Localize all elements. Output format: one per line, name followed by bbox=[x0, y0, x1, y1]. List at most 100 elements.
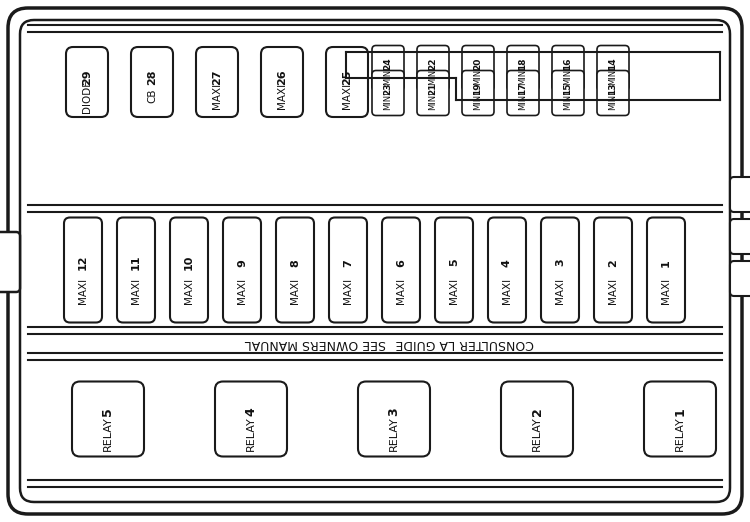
Text: MINI: MINI bbox=[383, 67, 392, 86]
Text: RELAY: RELAY bbox=[103, 417, 113, 452]
Text: MAXI: MAXI bbox=[212, 83, 222, 109]
Text: 11: 11 bbox=[131, 255, 141, 270]
Text: MAXI: MAXI bbox=[342, 83, 352, 109]
Text: 5: 5 bbox=[449, 259, 459, 266]
Text: MINI: MINI bbox=[608, 67, 617, 86]
FancyBboxPatch shape bbox=[597, 70, 629, 115]
Text: MAXI: MAXI bbox=[502, 278, 512, 304]
Text: MINI: MINI bbox=[473, 67, 482, 86]
Text: 23: 23 bbox=[383, 82, 392, 95]
FancyBboxPatch shape bbox=[276, 218, 314, 323]
FancyBboxPatch shape bbox=[20, 20, 730, 502]
Text: 4: 4 bbox=[502, 259, 512, 267]
FancyBboxPatch shape bbox=[488, 218, 526, 323]
Text: MINI: MINI bbox=[563, 92, 572, 111]
FancyBboxPatch shape bbox=[507, 45, 539, 90]
FancyBboxPatch shape bbox=[507, 70, 539, 115]
Text: 20: 20 bbox=[473, 57, 482, 70]
FancyBboxPatch shape bbox=[417, 70, 449, 115]
Text: MINI: MINI bbox=[383, 92, 392, 111]
Text: RELAY: RELAY bbox=[675, 417, 685, 452]
Text: DIODE: DIODE bbox=[82, 79, 92, 113]
FancyBboxPatch shape bbox=[131, 47, 173, 117]
Text: 10: 10 bbox=[184, 255, 194, 270]
Text: 6: 6 bbox=[396, 259, 406, 267]
Text: MINI: MINI bbox=[608, 92, 617, 111]
Text: 21: 21 bbox=[428, 82, 437, 95]
Text: MAXI: MAXI bbox=[237, 278, 247, 304]
Text: 2: 2 bbox=[608, 259, 618, 267]
Text: 16: 16 bbox=[563, 57, 572, 70]
FancyBboxPatch shape bbox=[417, 45, 449, 90]
Text: 27: 27 bbox=[212, 69, 222, 85]
Text: 5: 5 bbox=[101, 407, 115, 416]
Text: 4: 4 bbox=[244, 407, 257, 416]
FancyBboxPatch shape bbox=[382, 218, 420, 323]
Text: MAXI: MAXI bbox=[78, 278, 88, 304]
Text: MINI: MINI bbox=[518, 67, 527, 86]
Text: RELAY: RELAY bbox=[389, 417, 399, 452]
Text: 8: 8 bbox=[290, 259, 300, 267]
FancyBboxPatch shape bbox=[329, 218, 367, 323]
Text: MAXI: MAXI bbox=[343, 278, 353, 304]
Text: 18: 18 bbox=[518, 57, 527, 70]
FancyBboxPatch shape bbox=[223, 218, 261, 323]
FancyBboxPatch shape bbox=[730, 219, 750, 254]
Text: 3: 3 bbox=[555, 259, 565, 266]
Text: 25: 25 bbox=[342, 69, 352, 85]
FancyBboxPatch shape bbox=[0, 232, 20, 292]
Text: 19: 19 bbox=[473, 82, 482, 95]
FancyBboxPatch shape bbox=[462, 45, 494, 90]
FancyBboxPatch shape bbox=[552, 45, 584, 90]
FancyBboxPatch shape bbox=[501, 382, 573, 457]
Text: MAXI: MAXI bbox=[555, 278, 565, 304]
FancyBboxPatch shape bbox=[644, 382, 716, 457]
FancyBboxPatch shape bbox=[372, 70, 404, 115]
Text: MAXI: MAXI bbox=[661, 278, 671, 304]
Text: 15: 15 bbox=[563, 82, 572, 95]
FancyBboxPatch shape bbox=[196, 47, 238, 117]
Text: 1: 1 bbox=[674, 407, 686, 416]
Text: 1: 1 bbox=[661, 259, 671, 267]
FancyBboxPatch shape bbox=[541, 218, 579, 323]
Text: CONSULTER LA GUIDE: CONSULTER LA GUIDE bbox=[396, 338, 534, 350]
Text: MAXI: MAXI bbox=[396, 278, 406, 304]
Text: 28: 28 bbox=[147, 69, 157, 85]
FancyBboxPatch shape bbox=[435, 218, 473, 323]
Text: MINI: MINI bbox=[563, 67, 572, 86]
Text: MAXI: MAXI bbox=[608, 278, 618, 304]
Text: MAXI: MAXI bbox=[184, 278, 194, 304]
FancyBboxPatch shape bbox=[64, 218, 102, 323]
Text: RELAY: RELAY bbox=[246, 417, 256, 452]
Text: 26: 26 bbox=[277, 69, 287, 85]
Text: MAXI: MAXI bbox=[131, 278, 141, 304]
FancyBboxPatch shape bbox=[170, 218, 208, 323]
Text: MAXI: MAXI bbox=[290, 278, 300, 304]
FancyBboxPatch shape bbox=[66, 47, 108, 117]
Text: 17: 17 bbox=[518, 82, 527, 95]
Text: MINI: MINI bbox=[428, 92, 437, 111]
FancyBboxPatch shape bbox=[372, 45, 404, 90]
Text: MAXI: MAXI bbox=[277, 83, 287, 109]
Text: 13: 13 bbox=[608, 82, 617, 95]
Text: 14: 14 bbox=[608, 57, 617, 70]
Text: 2: 2 bbox=[530, 407, 544, 416]
FancyBboxPatch shape bbox=[552, 70, 584, 115]
FancyBboxPatch shape bbox=[647, 218, 685, 323]
FancyBboxPatch shape bbox=[462, 70, 494, 115]
Text: SEE OWNERS MANUAL: SEE OWNERS MANUAL bbox=[244, 338, 386, 350]
Text: 24: 24 bbox=[383, 57, 392, 70]
FancyBboxPatch shape bbox=[326, 47, 368, 117]
FancyBboxPatch shape bbox=[215, 382, 287, 457]
Text: 9: 9 bbox=[237, 259, 247, 267]
Text: CB: CB bbox=[147, 89, 157, 103]
FancyBboxPatch shape bbox=[730, 261, 750, 296]
FancyBboxPatch shape bbox=[117, 218, 155, 323]
Text: MINI: MINI bbox=[473, 92, 482, 111]
Text: 22: 22 bbox=[428, 57, 437, 70]
Text: MINI: MINI bbox=[518, 92, 527, 111]
FancyBboxPatch shape bbox=[730, 177, 750, 212]
Text: RELAY: RELAY bbox=[532, 417, 542, 452]
FancyBboxPatch shape bbox=[358, 382, 430, 457]
FancyBboxPatch shape bbox=[261, 47, 303, 117]
